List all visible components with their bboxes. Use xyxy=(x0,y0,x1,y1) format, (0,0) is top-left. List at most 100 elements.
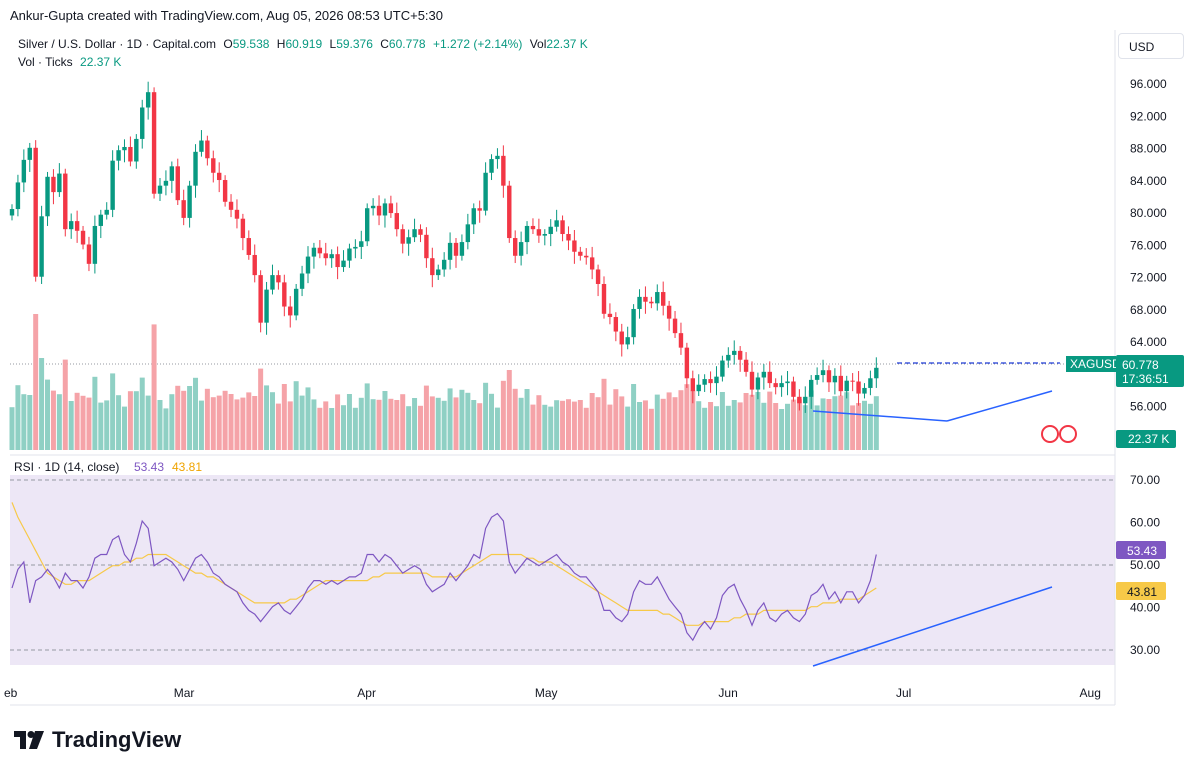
candle-body xyxy=(441,259,447,270)
candle-body xyxy=(726,354,731,361)
volume-bar xyxy=(785,403,791,450)
volume-bar xyxy=(435,397,441,450)
candle-body xyxy=(145,92,151,108)
volume-bar xyxy=(595,397,601,450)
candle-body xyxy=(678,333,684,348)
volume-bar xyxy=(139,377,145,450)
volume-bar xyxy=(660,398,666,450)
volume-bar xyxy=(583,407,589,450)
candle-body xyxy=(57,173,62,193)
price-tick-label: 68.000 xyxy=(1130,303,1167,317)
volume-bar xyxy=(417,405,423,450)
candle-body xyxy=(666,305,672,319)
volume-bar xyxy=(187,386,193,450)
candle-body xyxy=(299,273,305,289)
volume-bar xyxy=(157,400,163,450)
rsi-line xyxy=(11,512,877,642)
event-flags[interactable] xyxy=(1041,425,1077,443)
volume-bar xyxy=(376,399,382,450)
candle-body xyxy=(110,160,115,210)
candle-body xyxy=(394,213,399,230)
volume-bar xyxy=(317,407,323,450)
volume-bar xyxy=(39,358,45,450)
candle-body xyxy=(578,251,583,256)
us-flag-icon[interactable] xyxy=(1041,425,1059,443)
volume-bar xyxy=(548,406,554,450)
volume-bar xyxy=(731,400,737,450)
rsi-tick-label: 70.00 xyxy=(1130,473,1160,487)
candle-body xyxy=(311,247,317,257)
rsi-tick-label: 50.00 xyxy=(1130,558,1160,572)
price-tick-label: 56.000 xyxy=(1130,399,1167,413)
volume-bar xyxy=(506,370,512,450)
volume-bar xyxy=(642,400,648,450)
candle-body xyxy=(643,296,648,302)
volume-bar xyxy=(838,395,844,450)
volume-bar xyxy=(210,397,216,450)
candle-body xyxy=(874,367,879,379)
candle-body xyxy=(347,248,352,261)
candle-body xyxy=(370,205,376,209)
time-tick-label: Aug xyxy=(1080,686,1101,700)
volume-bar xyxy=(820,398,826,450)
volume-bar xyxy=(110,373,116,450)
candle-body xyxy=(826,370,832,383)
time-tick-label: eb xyxy=(4,686,18,700)
volume-bar xyxy=(394,400,400,450)
volume-bar xyxy=(169,394,175,450)
volume-bar xyxy=(269,392,275,450)
time-tick-label: Jul xyxy=(896,686,911,700)
volume-bar xyxy=(305,387,311,450)
candle-body xyxy=(530,225,536,230)
currency-button[interactable]: USD xyxy=(1118,33,1184,59)
candle-body xyxy=(104,209,109,215)
candle-body xyxy=(388,203,394,214)
candle-body xyxy=(785,381,790,384)
candle-body xyxy=(809,379,814,397)
volume-bar xyxy=(861,400,867,450)
volume-bar xyxy=(465,392,471,450)
volume-bar xyxy=(666,392,672,450)
vol-label: Vol xyxy=(529,37,547,51)
volume-bar xyxy=(335,394,341,450)
candle-body xyxy=(33,147,38,277)
volume-bar xyxy=(749,394,755,450)
candle-body xyxy=(163,180,169,186)
volume-bar xyxy=(678,390,684,450)
candle-body xyxy=(761,371,767,378)
volume-bar xyxy=(240,397,246,450)
volume-bar xyxy=(299,395,305,450)
volume-bar xyxy=(447,388,453,450)
volume-bar xyxy=(554,400,560,450)
volume-bar xyxy=(713,406,719,450)
us-flag-icon[interactable] xyxy=(1059,425,1077,443)
price-tick-label: 84.000 xyxy=(1130,174,1167,188)
high-label: H xyxy=(276,37,286,51)
candle-body xyxy=(749,371,755,390)
volume-bar xyxy=(654,394,660,450)
countdown-text: 17:36:51 xyxy=(1122,372,1169,386)
candle-body xyxy=(536,229,542,236)
volume-bar xyxy=(98,402,104,450)
close-value: 60.778 xyxy=(388,37,426,51)
rsi-legend-label: RSI · 1D (14, close) xyxy=(14,460,119,474)
candle-body xyxy=(15,182,21,210)
candle-body xyxy=(187,185,192,218)
candle-body xyxy=(169,166,175,181)
rsi-ma-line xyxy=(11,502,877,626)
candle-body xyxy=(305,256,311,274)
candle-body xyxy=(803,396,808,404)
price-tick-label: 96.000 xyxy=(1130,77,1167,91)
volume-bar xyxy=(258,368,264,450)
candle-body xyxy=(619,331,624,345)
candle-body xyxy=(270,275,275,290)
volume-bar xyxy=(607,404,613,450)
candle-body xyxy=(862,387,867,394)
candle-body xyxy=(406,237,411,244)
open-value: 59.538 xyxy=(232,37,270,51)
volume-bar xyxy=(370,399,376,450)
candle-body xyxy=(714,376,719,384)
candle-body xyxy=(193,151,198,186)
candle-body xyxy=(264,289,269,323)
